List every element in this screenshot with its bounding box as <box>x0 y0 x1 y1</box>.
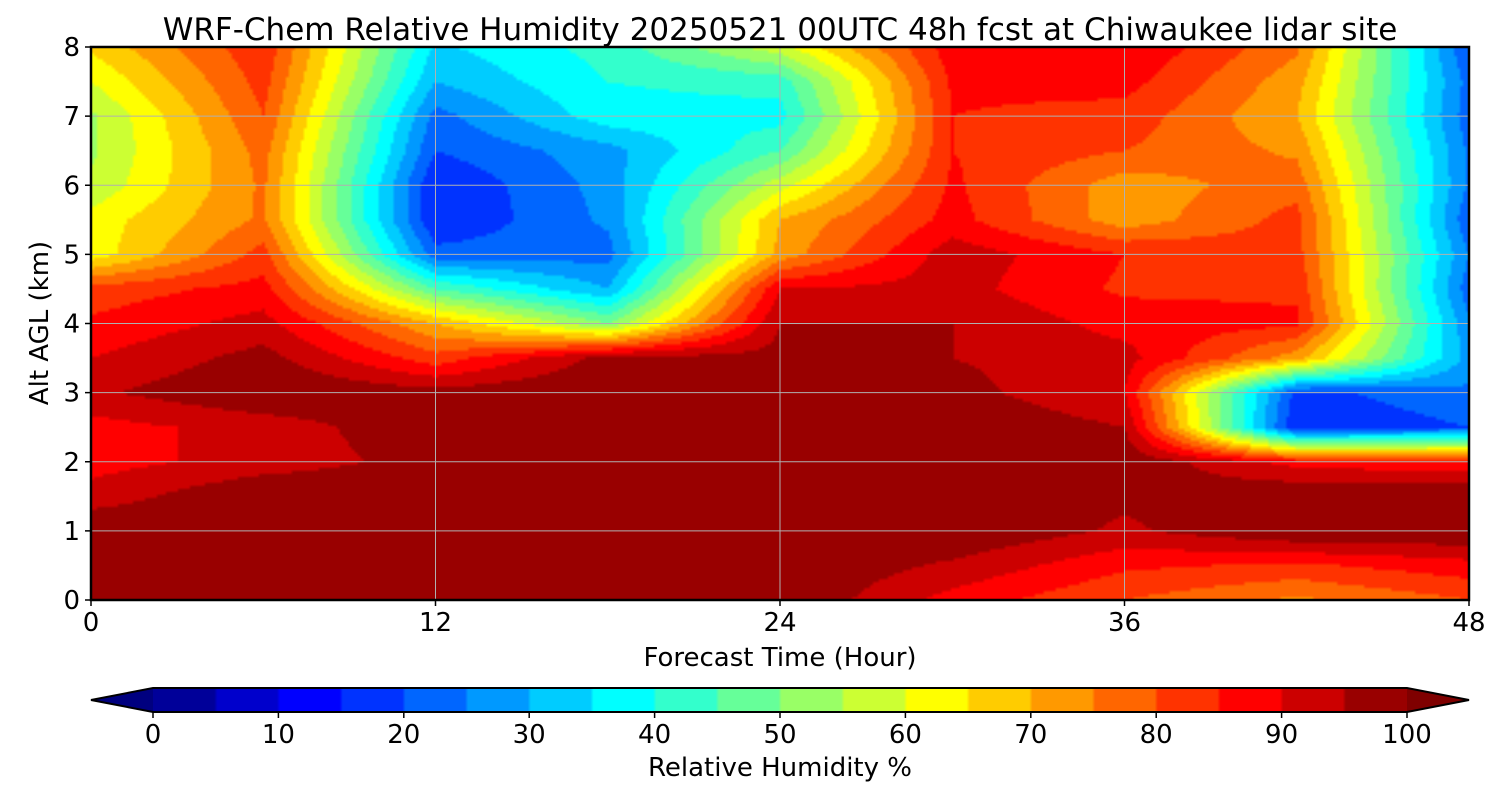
y-tick-label: 3 <box>63 379 80 409</box>
colorbar-tick-label: 80 <box>1140 720 1173 750</box>
y-tick-label: 0 <box>63 586 80 616</box>
colorbar-tick-label: 100 <box>1382 720 1432 750</box>
colorbar: 0 10 20 30 40 50 60 70 80 90 100 <box>90 687 1470 750</box>
y-axis: 0 1 2 3 4 5 6 7 8 <box>63 33 91 616</box>
x-axis-label: Forecast Time (Hour) <box>643 643 916 673</box>
colorbar-tick-label: 60 <box>889 720 922 750</box>
colorbar-tick-label: 20 <box>387 720 420 750</box>
x-tick-label: 0 <box>83 608 100 638</box>
x-tick-label: 24 <box>763 608 796 638</box>
plot-area <box>89 45 1471 602</box>
colorbar-tick-label: 30 <box>513 720 546 750</box>
y-tick-label: 7 <box>63 102 80 132</box>
x-tick-label: 12 <box>419 608 452 638</box>
y-tick-label: 5 <box>63 240 80 270</box>
colorbar-label: Relative Humidity % <box>648 753 912 783</box>
colorbar-tick-label: 40 <box>638 720 671 750</box>
colorbar-under-arrow <box>91 688 153 712</box>
colorbar-gradient <box>153 688 1407 712</box>
chart-title: WRF-Chem Relative Humidity 20250521 00UT… <box>163 12 1398 48</box>
y-tick-label: 8 <box>63 33 80 63</box>
colorbar-tick-label: 70 <box>1014 720 1047 750</box>
x-tick-label: 48 <box>1452 608 1485 638</box>
x-axis: 0 12 24 36 48 <box>83 600 1486 638</box>
colorbar-over-arrow <box>1407 688 1469 712</box>
colorbar-tick-label: 50 <box>763 720 796 750</box>
y-tick-label: 4 <box>63 310 80 340</box>
y-tick-label: 1 <box>63 517 80 547</box>
colorbar-tick-label: 90 <box>1265 720 1298 750</box>
colorbar-tick-label: 10 <box>262 720 295 750</box>
y-axis-label: Alt AGL (km) <box>25 241 55 405</box>
y-tick-label: 2 <box>63 448 80 478</box>
colorbar-ticks: 0 10 20 30 40 50 60 70 80 90 100 <box>145 712 1432 750</box>
colorbar-tick-label: 0 <box>145 720 162 750</box>
x-tick-label: 36 <box>1108 608 1141 638</box>
y-tick-label: 6 <box>63 171 80 201</box>
